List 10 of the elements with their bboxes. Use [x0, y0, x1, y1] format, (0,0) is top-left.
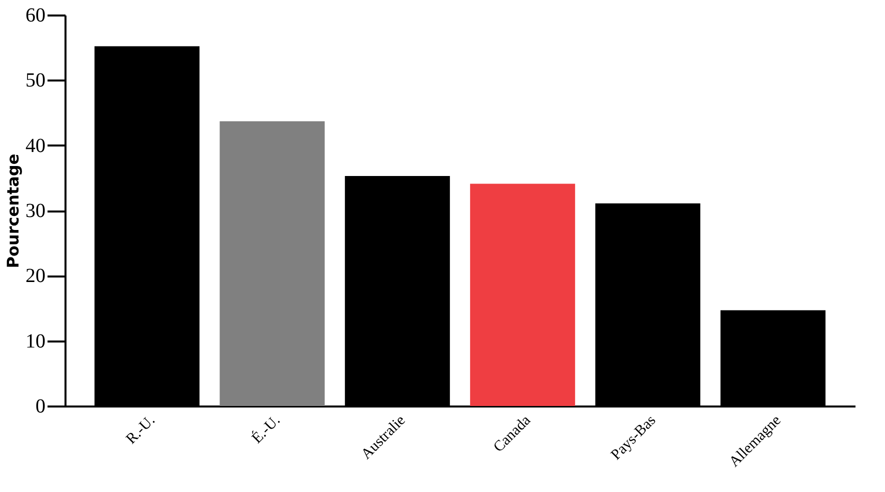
y-tick-label: 0 — [36, 396, 46, 418]
bar — [220, 121, 325, 406]
y-tick-label: 60 — [26, 4, 46, 26]
y-axis-title: Pourcentage — [4, 154, 22, 268]
y-tick-label: 40 — [26, 134, 46, 157]
bar — [470, 184, 576, 406]
y-tick-label: 20 — [26, 265, 46, 288]
y-tick-label: 10 — [26, 330, 46, 352]
y-tick-label: 50 — [26, 70, 46, 92]
y-tick-label: 30 — [26, 200, 46, 222]
